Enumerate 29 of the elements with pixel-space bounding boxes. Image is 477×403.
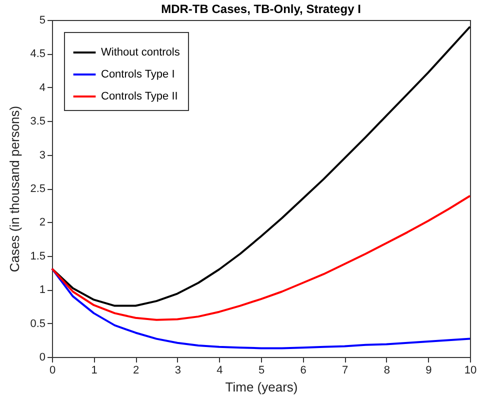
- x-tick-label: 3: [174, 364, 181, 376]
- y-axis-title: Cases (in thousand persons): [7, 106, 22, 272]
- y-tick-label: 3.5: [30, 116, 46, 128]
- x-axis-title: Time (years): [225, 380, 298, 394]
- legend-label: Controls Type II: [101, 90, 178, 102]
- y-tick-label: 0: [39, 352, 46, 364]
- y-tick-label: 4: [39, 82, 46, 94]
- x-tick-label: 5: [258, 364, 265, 376]
- x-tick-label: 0: [49, 364, 56, 376]
- x-tick-label: 2: [133, 364, 140, 376]
- x-tick-label: 1: [91, 364, 98, 376]
- y-tick-label: 2: [39, 216, 46, 229]
- chart-title: MDR-TB Cases, TB-Only, Strategy I: [161, 2, 361, 16]
- y-tick-label: 3: [39, 149, 46, 162]
- x-tick-label: 7: [342, 364, 348, 376]
- y-tick-label: 0.5: [30, 318, 46, 330]
- y-tick-label: 5: [39, 14, 46, 26]
- y-tick-label: 4.5: [30, 48, 46, 60]
- line-series: [51, 194, 471, 321]
- x-tick-label: 4: [216, 364, 223, 376]
- y-tick-label: 2.5: [30, 183, 46, 195]
- legend-label: Controls Type I: [101, 68, 175, 80]
- y-tick-label: 1.5: [30, 250, 46, 262]
- x-tick-label: 8: [384, 364, 390, 376]
- y-tick-label: 1: [39, 284, 46, 296]
- x-tick-label: 9: [426, 364, 432, 376]
- x-tick-label: 10: [464, 364, 477, 376]
- x-tick-label: 6: [300, 364, 306, 376]
- legend-label: Without controls: [101, 46, 180, 58]
